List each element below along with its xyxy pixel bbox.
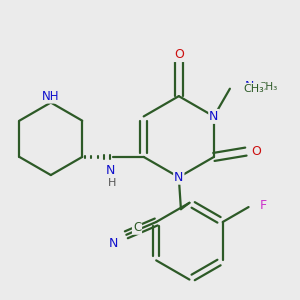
Text: N: N — [244, 80, 254, 93]
Text: NH: NH — [42, 90, 60, 103]
Text: CH₃: CH₃ — [243, 84, 264, 94]
Text: H: H — [108, 178, 116, 188]
Text: O: O — [174, 48, 184, 61]
Text: N: N — [106, 164, 116, 177]
Text: C: C — [133, 221, 141, 234]
Text: N: N — [174, 171, 184, 184]
Text: F: F — [260, 200, 267, 212]
Text: CH₃: CH₃ — [259, 82, 278, 92]
Text: O: O — [252, 145, 262, 158]
Text: N: N — [209, 110, 219, 123]
Text: N: N — [109, 237, 118, 250]
